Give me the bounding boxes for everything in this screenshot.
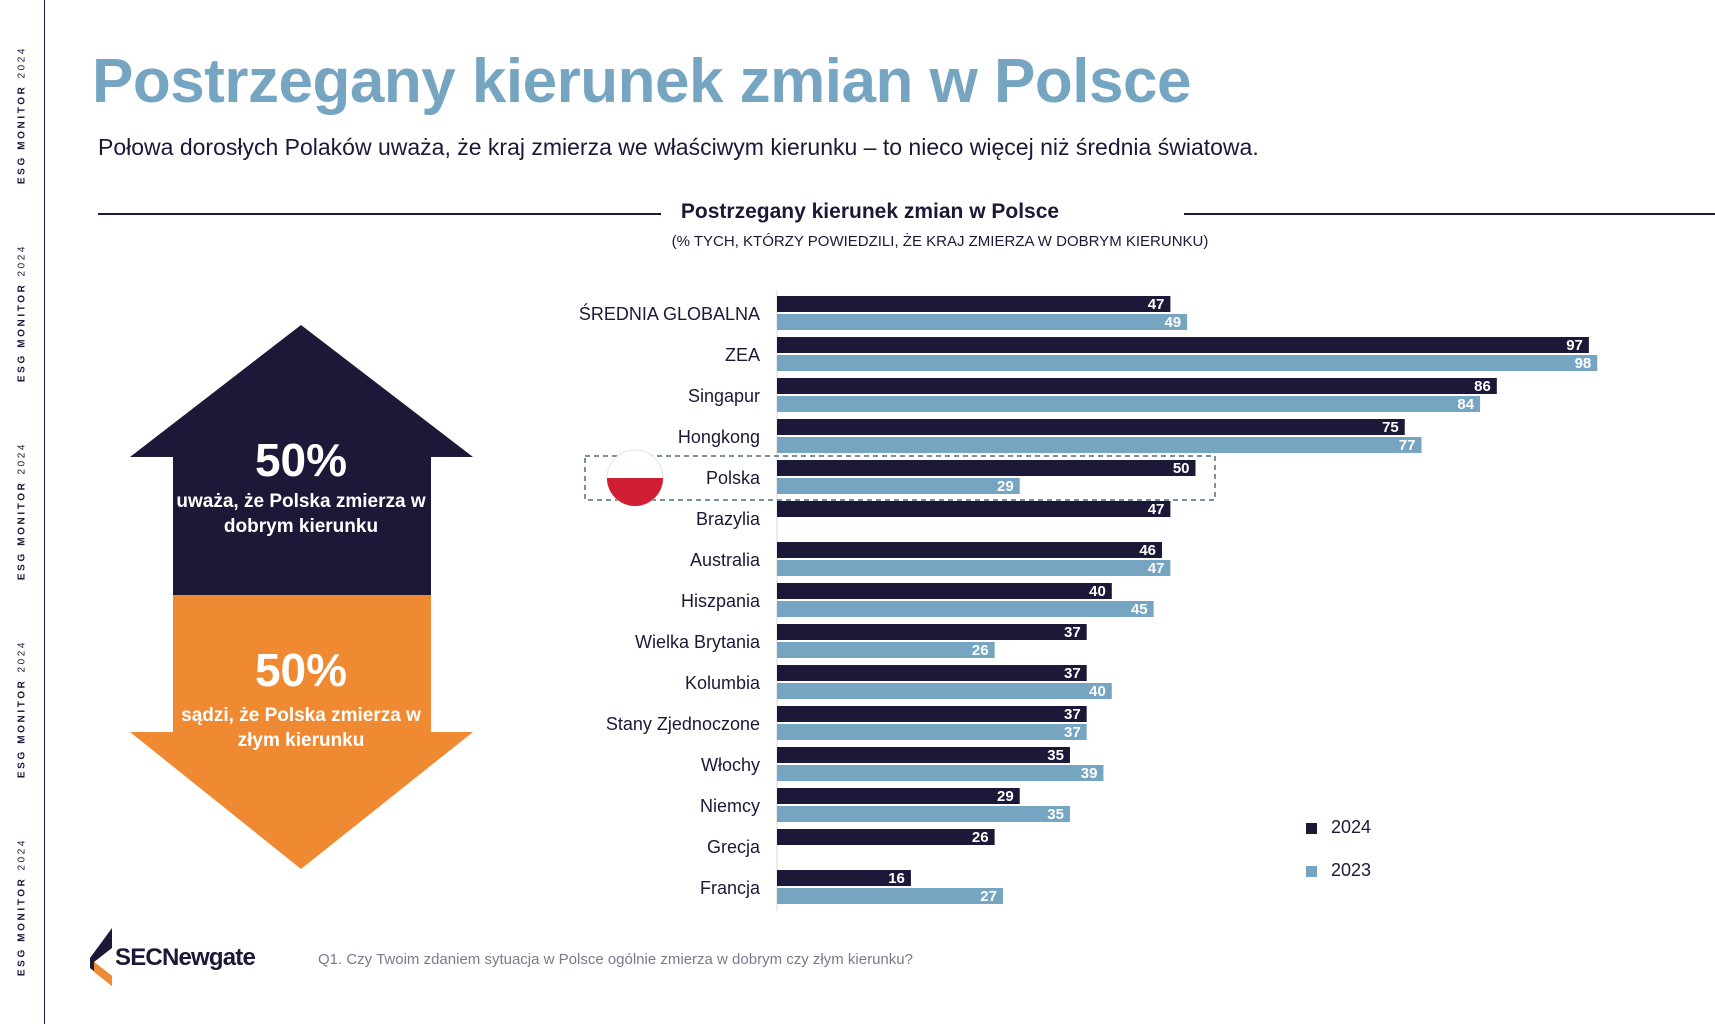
value-label: 35 [1047,806,1064,823]
bar-2023 [777,560,1171,576]
bar-2024 [777,296,1171,312]
value-label: 86 [1474,378,1491,395]
category-label: ZEA [725,345,760,365]
category-label: Brazylia [696,509,761,529]
bar-2023 [777,355,1598,371]
value-label: 37 [1064,724,1081,741]
page-title: Postrzegany kierunek zmian w Polsce [92,47,1191,116]
bar-2023 [777,683,1112,699]
bar-2024 [777,706,1087,722]
logo: SECNewgate [115,944,256,971]
value-label: 29 [997,478,1014,495]
value-label: 37 [1064,706,1081,723]
category-label: Polska [706,468,761,488]
value-label: 45 [1131,601,1148,618]
bar-2023 [777,314,1188,330]
logo-icon [90,928,112,986]
value-label: 77 [1399,437,1416,454]
value-label: 37 [1064,665,1081,682]
value-label: 35 [1047,747,1064,764]
legend-label: 2024 [1331,817,1371,837]
bar-2023 [777,478,1020,494]
category-label: ŚREDNIA GLOBALNA [579,303,760,324]
value-label: 49 [1164,314,1181,331]
bar-2024 [777,378,1497,394]
bar-2024 [777,747,1070,763]
value-label: 40 [1089,583,1106,600]
category-label: Włochy [701,755,760,775]
bar-2023 [777,396,1481,412]
bar-2024 [777,501,1171,517]
survey-question: Q1. Czy Twoim zdaniem sytuacja w Polsce … [318,951,913,968]
negative-percent: 50% [254,644,348,696]
bar-2023 [777,642,995,658]
legend-swatch-2023 [1306,866,1317,877]
value-label: 50 [1173,460,1190,477]
flag-icon-red [607,478,663,506]
bar-2024 [777,583,1112,599]
value-label: 84 [1457,396,1474,413]
bar-2024 [777,337,1589,353]
value-label: 47 [1148,501,1165,518]
bar-2023 [777,806,1070,822]
bar-2024 [777,665,1087,681]
chart-title: Postrzegany kierunek zmian w Polsce [680,200,1060,223]
bar-2023 [777,888,1003,904]
bar-2023 [777,765,1104,781]
category-label: Niemcy [700,796,760,816]
divider-left [98,213,661,215]
bar-2024 [777,829,995,845]
value-label: 97 [1566,337,1583,354]
category-label: Singapur [688,386,760,406]
legend-label: 2023 [1331,860,1371,880]
value-label: 40 [1089,683,1106,700]
value-label: 26 [972,642,989,659]
value-label: 47 [1148,560,1165,577]
value-label: 37 [1064,624,1081,641]
side-strip [0,0,45,1024]
highlight-box [584,455,1216,501]
up-arrow-shape [130,325,473,595]
category-label: Wielka Brytania [635,632,761,652]
chart-subtitle: (% TYCH, KTÓRZY POWIEDZILI, ŻE KRAJ ZMIE… [671,233,1209,250]
value-label: 47 [1148,296,1165,313]
category-label: Grecja [707,837,761,857]
category-label: Hiszpania [681,591,761,611]
divider-right [1184,213,1715,215]
bar-2023 [777,724,1087,740]
value-label: 39 [1081,765,1098,782]
down-arrow-shape [130,595,473,869]
category-label: Hongkong [678,427,760,447]
value-label: 26 [972,829,989,846]
bar-2024 [777,870,911,886]
bar-2024 [777,542,1163,558]
legend-swatch-2024 [1306,823,1317,834]
category-label: Australia [690,550,761,570]
bar-2024 [777,460,1196,476]
page-subtitle: Połowa dorosłych Polaków uważa, że kraj … [98,134,1259,160]
value-label: 46 [1139,542,1156,559]
bar-2024 [777,419,1405,435]
value-label: 16 [888,870,905,887]
positive-description: uważa, że Polska zmierza w dobrym kierun… [176,491,426,537]
bar-2024 [777,788,1020,804]
value-label: 98 [1575,355,1592,372]
positive-percent: 50% [254,434,348,486]
value-label: 75 [1382,419,1399,436]
category-label: Stany Zjednoczone [606,714,760,734]
category-label: Kolumbia [685,673,761,693]
category-label: Francja [700,878,761,898]
value-label: 29 [997,788,1014,805]
bar-2024 [777,624,1087,640]
bar-2023 [777,601,1154,617]
bar-2023 [777,437,1422,453]
negative-description: sądzi, że Polska zmierza w złym kierunku [181,705,421,751]
value-label: 27 [980,888,997,905]
